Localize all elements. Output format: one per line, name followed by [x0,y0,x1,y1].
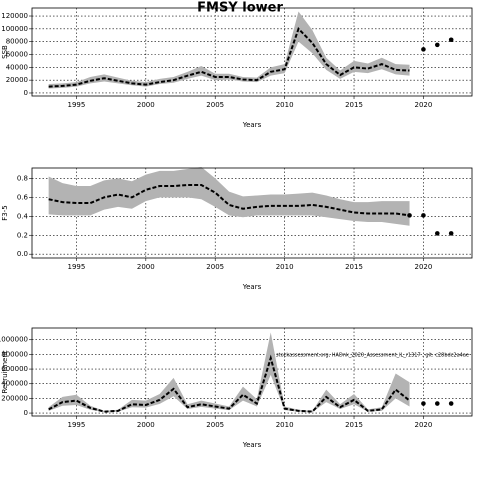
estimate-line [48,26,410,88]
y-tick-label: 200000 [1,394,28,402]
x-tick-label: 2010 [276,101,294,109]
confidence-band [48,11,410,89]
x-tick-label: 2015 [345,101,363,109]
x-tick-label: 2010 [276,421,294,429]
y-tick-label: 0.4 [17,212,29,220]
y-tick-label: 80000 [6,38,28,46]
projection-point [421,47,426,52]
y-axis-label: SSB [1,45,9,59]
y-tick-label: 0.6 [17,193,29,201]
y-tick-label: 20000 [6,76,28,84]
y-tick-label: 60000 [6,51,28,59]
x-tick-label: 2010 [276,263,294,271]
projection-point [434,231,440,236]
annotation: stockassessment.org, HADnk_2020_Assessme… [276,353,469,359]
y-tick-label: 0 [24,89,28,97]
y-tick-label: 120000 [1,12,28,20]
x-tick-label: 2000 [137,101,155,109]
x-tick-label: 2005 [206,421,224,429]
x-tick-label: 1995 [68,263,86,271]
projection-point [421,401,426,406]
estimate-line [48,184,410,217]
projection-point [448,231,454,236]
y-tick-label: 0.8 [17,174,28,182]
x-tick-label: 2005 [206,101,224,109]
projection-point [407,213,412,218]
x-tick-label: 2000 [137,421,155,429]
y-tick-label: 0.0 [17,250,28,258]
x-tick-label: 1995 [68,101,86,109]
y-tick-label: 100000 [1,25,28,33]
plot-frame [31,327,473,417]
x-axis-label: Years [242,283,262,291]
x-tick-label: 2015 [345,263,363,271]
confidence-band [48,332,410,413]
y-tick-label: 600000 [1,365,28,373]
y-tick-label: 0.2 [17,231,28,239]
projection-point [448,37,454,43]
x-tick-label: 2000 [137,263,155,271]
plot-frame [31,7,473,97]
y-tick-label: 1000000 [0,336,28,344]
x-tick-label: 2020 [415,101,433,109]
x-axis-label: Years [242,441,262,449]
y-tick-label: 400000 [1,380,28,388]
y-tick-label: 0 [24,409,28,417]
x-tick-label: 2015 [345,421,363,429]
y-tick-label: 800000 [1,350,28,358]
y-tick-label: 40000 [6,63,28,71]
confidence-band [48,167,410,226]
x-tick-label: 2020 [415,421,433,429]
x-tick-label: 2005 [206,263,224,271]
y-axis-label: F3-5 [1,205,9,220]
x-axis-label: Years [242,121,262,129]
projection-point [448,401,454,406]
projection-point [421,213,426,218]
projection-point [434,401,440,406]
x-tick-label: 1995 [68,421,86,429]
estimate-line [48,354,411,413]
projection-point [434,42,440,48]
plot-frame [31,167,473,259]
x-tick-label: 2020 [415,263,433,271]
y-axis-label: Recruitment [1,350,9,393]
